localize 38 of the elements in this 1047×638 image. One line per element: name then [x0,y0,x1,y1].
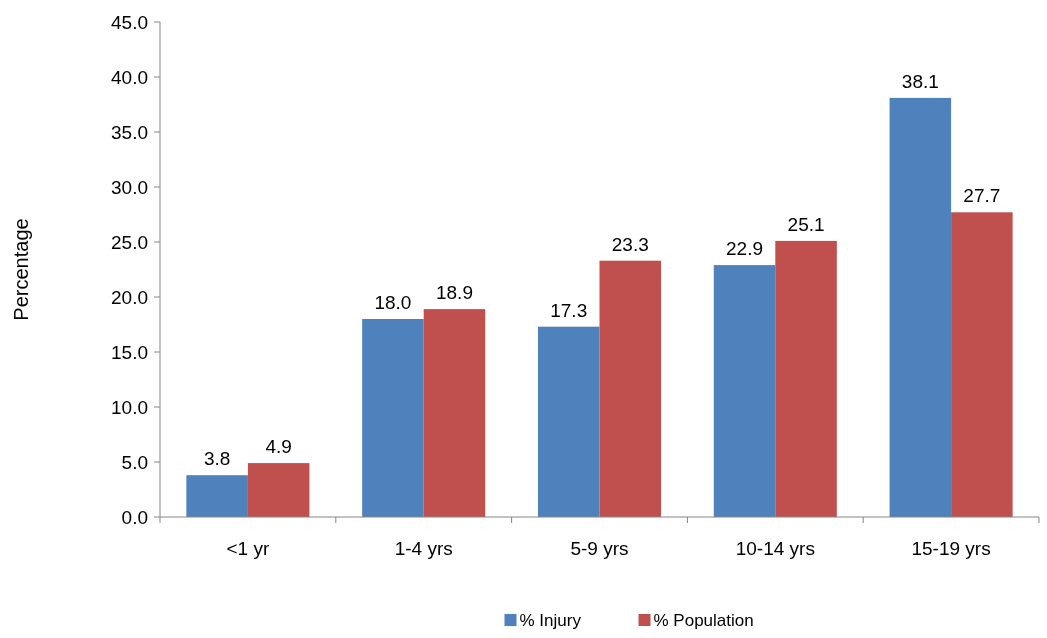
data-label: 25.1 [787,213,825,235]
bar [186,475,248,517]
x-tick-label: 1-4 yrs [394,538,453,559]
x-tick-label: <1 yr [226,538,270,559]
x-tick-label: 5-9 yrs [570,538,629,559]
data-label: 18.9 [435,282,473,304]
legend-label: % Population [653,610,754,630]
data-label: 27.7 [963,185,1001,207]
bar [775,240,837,517]
y-tick-label: 15.0 [111,341,148,363]
data-label: 4.9 [265,436,292,458]
bar [537,326,600,517]
y-tick-label: 45.0 [111,11,148,33]
bar [713,265,776,517]
y-tick-label: 10.0 [111,396,148,418]
data-label: 23.3 [611,233,649,255]
bar [599,260,662,517]
bar [247,463,310,517]
y-axis-title: Percentage [10,218,32,321]
bar [362,319,424,517]
y-tick-label: 40.0 [111,66,148,88]
bar [889,97,952,517]
data-label: 17.3 [550,299,588,321]
y-tick-label: 0.0 [121,506,148,528]
legend-label: % Injury [519,610,582,630]
y-tick-label: 5.0 [121,451,148,473]
y-tick-label: 35.0 [111,121,148,143]
data-label: 18.0 [374,292,412,313]
bar [951,212,1013,517]
data-label: 3.8 [203,448,231,470]
y-tick-label: 30.0 [111,176,148,198]
y-tick-label: 25.0 [111,231,148,253]
y-tick-label: 20.0 [111,286,148,308]
x-tick-label: 10-14 yrs [735,538,815,559]
bar [423,309,486,517]
data-label: 38.1 [901,70,939,92]
x-tick-label: 15-19 yrs [911,538,991,559]
data-label: 22.9 [726,238,764,260]
